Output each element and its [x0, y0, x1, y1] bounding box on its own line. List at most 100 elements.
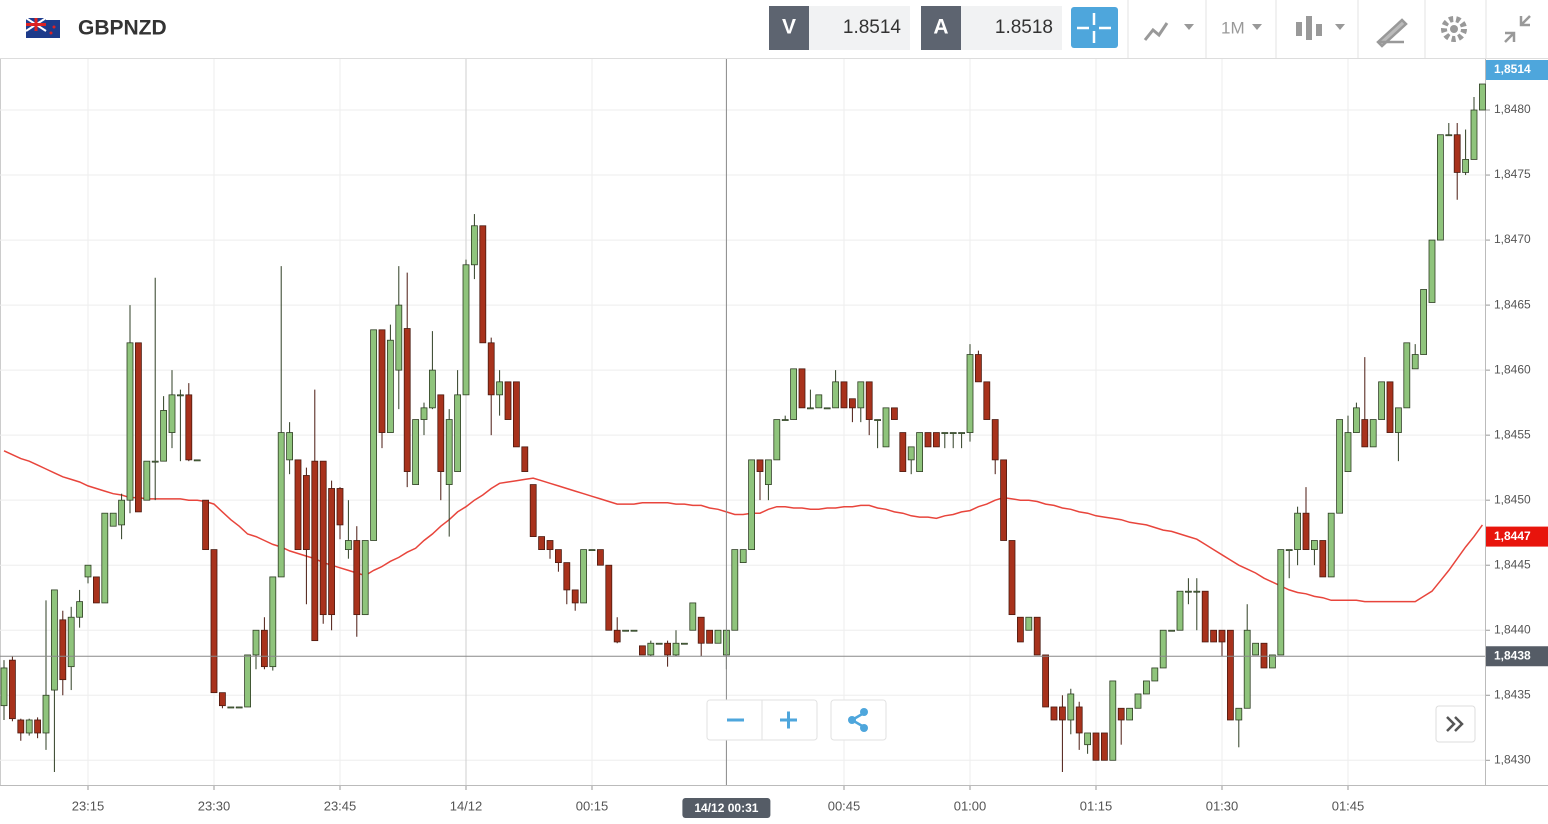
icon-part — [1306, 16, 1312, 40]
candle-body — [34, 719, 41, 734]
candle-body — [580, 549, 587, 604]
candle-body — [983, 381, 991, 420]
crosshair-x-box — [682, 798, 771, 818]
ask-box — [961, 6, 1062, 50]
zoom-in[interactable] — [780, 711, 797, 729]
candle-body — [252, 629, 260, 656]
candle-body — [731, 549, 739, 631]
draw-icon[interactable] — [1376, 18, 1408, 48]
candle-body — [496, 381, 504, 396]
icon-part — [1296, 22, 1302, 36]
bid-button[interactable] — [769, 6, 809, 50]
candle-body — [286, 432, 294, 461]
y-tick-label: 1,8455 — [1494, 427, 1531, 441]
candle-body — [1092, 732, 1100, 761]
candle-body — [882, 407, 890, 448]
dropdown-arrow — [1184, 24, 1194, 30]
ask-button[interactable] — [921, 6, 961, 50]
candle-body — [1176, 590, 1184, 631]
crosshair-icon — [1077, 13, 1111, 43]
candle-body — [823, 407, 831, 410]
candle-body — [59, 619, 67, 681]
candle-body — [891, 407, 898, 420]
candle-body — [17, 719, 25, 734]
candle-body — [1193, 590, 1201, 593]
chart-type-icon[interactable] — [1143, 22, 1169, 41]
candle-body — [991, 419, 999, 461]
indicator-icon[interactable] — [1296, 16, 1345, 40]
candle-body — [1168, 629, 1175, 632]
candle-body — [1109, 680, 1117, 761]
candle-body — [563, 562, 571, 591]
crosshair-button[interactable] — [1071, 7, 1118, 48]
y-tick-label: 1,8470 — [1494, 232, 1531, 246]
bid-price: 1.8514 — [843, 17, 902, 38]
candle-body — [437, 394, 445, 472]
candle-body — [521, 446, 529, 472]
candle-body — [1285, 549, 1293, 552]
candle-body — [353, 540, 361, 616]
candle-body — [134, 342, 142, 513]
plot-area — [0, 58, 1485, 785]
candle-body — [269, 576, 277, 668]
candle-body — [1302, 512, 1310, 551]
candle-body — [1025, 616, 1033, 631]
candle-body — [1386, 381, 1394, 433]
candle-body — [1151, 667, 1159, 682]
candle-body — [1033, 616, 1041, 656]
candle-body — [504, 381, 512, 420]
share-button[interactable] — [848, 708, 868, 732]
candle-body — [1067, 693, 1075, 721]
candle-body — [210, 549, 218, 694]
candle-body — [235, 706, 243, 709]
candle-body — [874, 419, 881, 421]
candle-body — [907, 446, 915, 461]
collapse-icon[interactable] — [1504, 15, 1531, 43]
candle-body — [916, 432, 923, 472]
settings-icon[interactable] — [1441, 16, 1467, 42]
candle-body — [462, 264, 470, 396]
candle-body — [1260, 642, 1268, 669]
candle-body — [975, 354, 982, 383]
candle-body — [1008, 540, 1016, 616]
candle-body — [109, 512, 117, 527]
x-tick-label: 14/12 — [450, 798, 483, 813]
share-box — [830, 699, 887, 741]
y-tick-label: 1,8435 — [1494, 687, 1531, 701]
candle-body — [1059, 706, 1066, 721]
candle-body — [689, 602, 697, 631]
candle-body — [933, 432, 940, 448]
timeframe[interactable]: 1M — [1221, 18, 1245, 37]
candle-body — [538, 536, 545, 551]
x-tick-label: 23:15 — [72, 798, 105, 813]
header: GBPNZD V 1.8514 A 1.8518 1M — [0, 0, 1548, 59]
bid-label: V — [782, 16, 796, 39]
candle-body — [244, 654, 252, 708]
share-icon — [860, 724, 868, 732]
x-tick-label: 23:45 — [324, 798, 357, 813]
candle-body — [1042, 654, 1049, 708]
candle-body — [588, 549, 596, 552]
candle-body — [546, 540, 554, 551]
candle-body — [1479, 83, 1486, 111]
candle-body — [1243, 629, 1251, 709]
y-tick-label: 1,8445 — [1494, 557, 1531, 571]
candle-body — [555, 549, 562, 564]
candle-body — [513, 381, 520, 448]
candle-body — [160, 410, 168, 462]
ask-label: A — [933, 16, 948, 39]
candle-body — [370, 329, 378, 541]
candle-body — [101, 512, 109, 604]
candle-body — [378, 329, 386, 433]
candle-body — [311, 460, 319, 642]
candle-body — [1336, 419, 1343, 514]
candle-body — [622, 629, 629, 632]
candle-body — [714, 629, 722, 644]
candle-body — [597, 549, 604, 566]
price-marker-label: 1,8447 — [1494, 529, 1531, 543]
candle-body — [865, 381, 873, 420]
candle-body — [1344, 432, 1352, 472]
candle-body — [1311, 540, 1318, 551]
candle-body — [1227, 629, 1234, 721]
